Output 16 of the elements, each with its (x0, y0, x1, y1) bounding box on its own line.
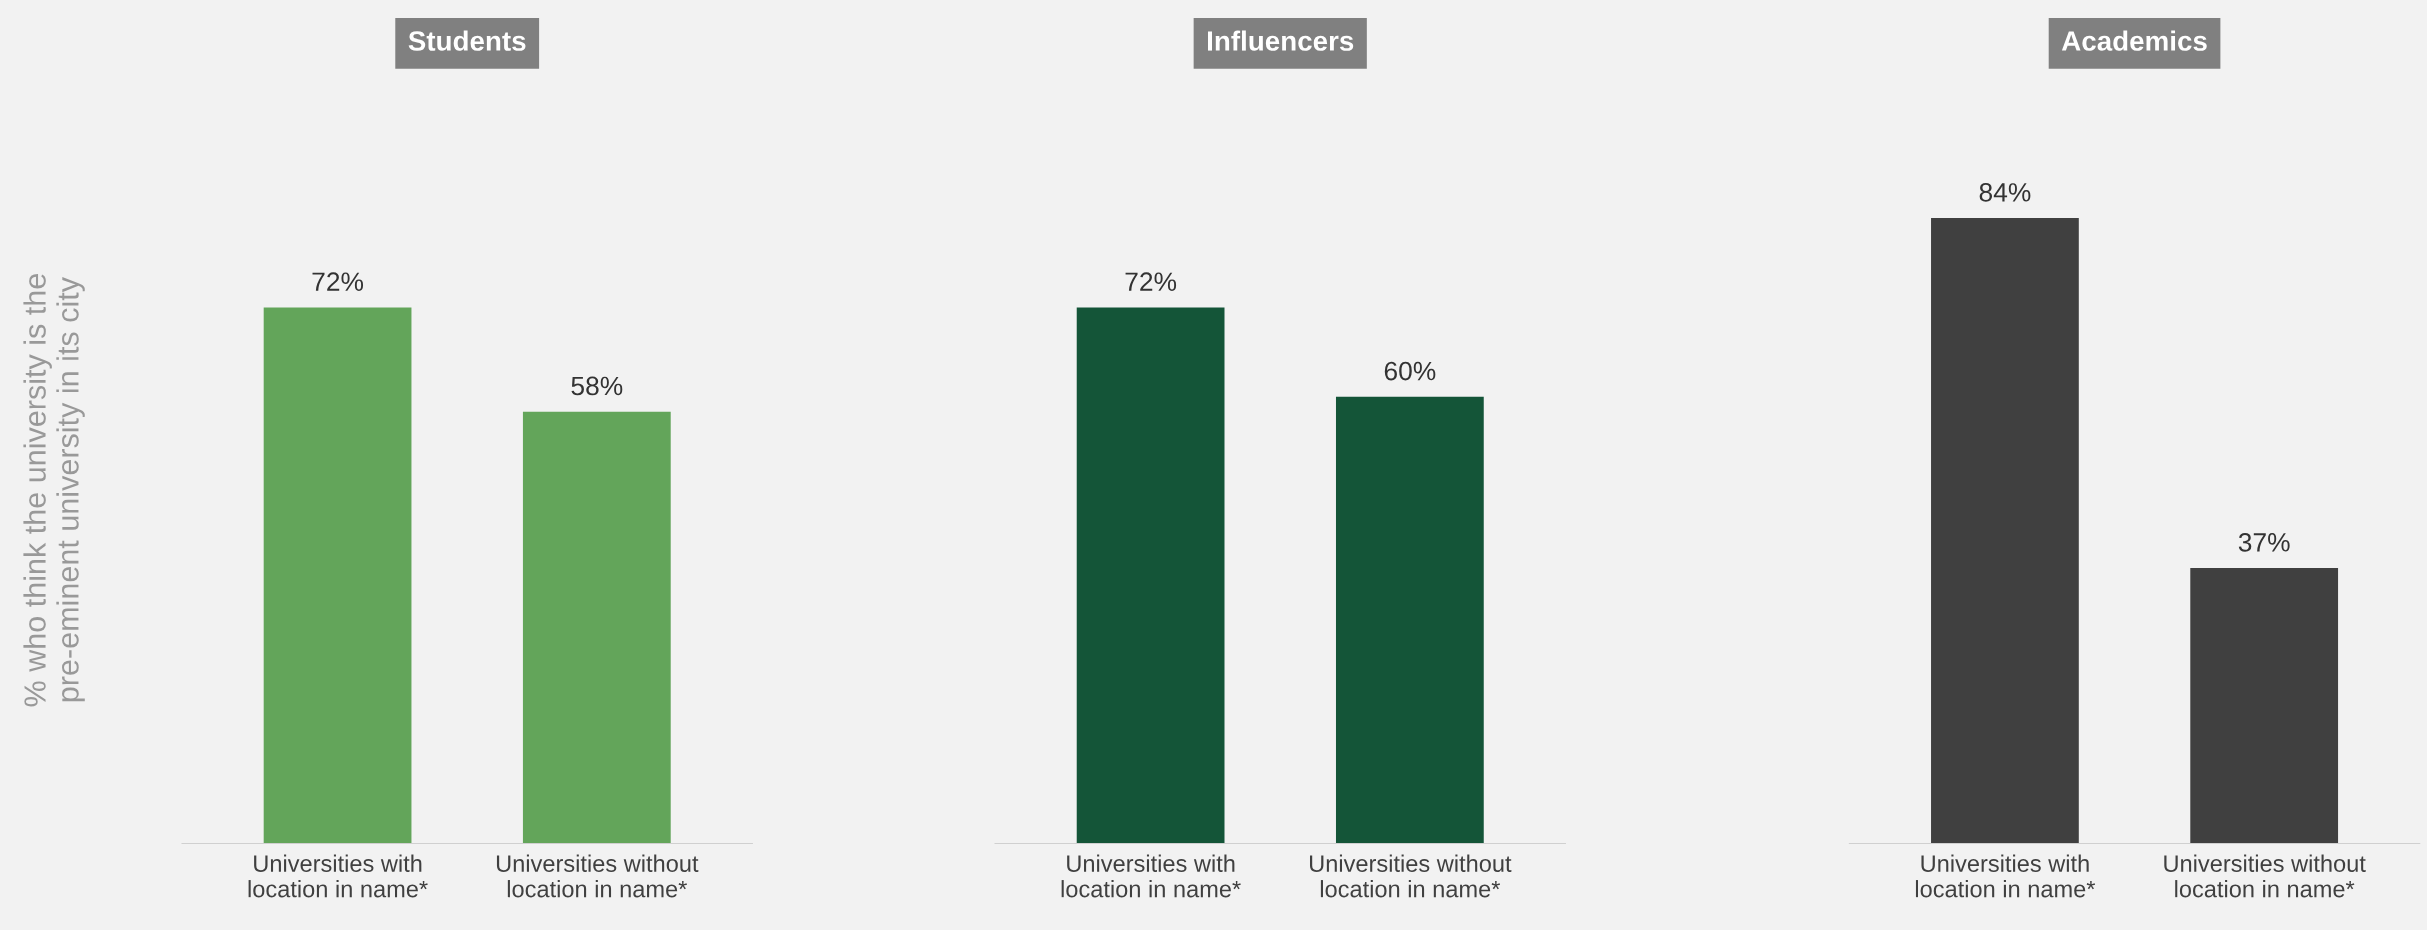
x-tick-label: Universities without location in name* (496, 854, 699, 898)
x-tick-label: Universities without location in name* (2164, 854, 2366, 898)
chart-title: Academics (2061, 30, 2207, 51)
x-tick-label: Universities with location in name* (1061, 854, 1241, 898)
data-label: 58% (571, 376, 623, 396)
data-label: 37% (2238, 532, 2290, 552)
x-tick-label: Universities with location in name* (248, 854, 428, 898)
data-label: 60% (1384, 361, 1436, 381)
data-label: 84% (1979, 183, 2031, 202)
data-label: 72% (312, 272, 364, 291)
chart-title: Students (408, 30, 526, 51)
data-label: 72% (1125, 272, 1177, 291)
x-tick-label: Universities with location in name* (1915, 854, 2096, 898)
y-axis-title: % who think the university is the pre-eminent university in its city (23, 274, 85, 707)
chart-title: Influencers (1208, 30, 1354, 51)
x-tick-label: Universities without location in name* (1310, 854, 1512, 898)
